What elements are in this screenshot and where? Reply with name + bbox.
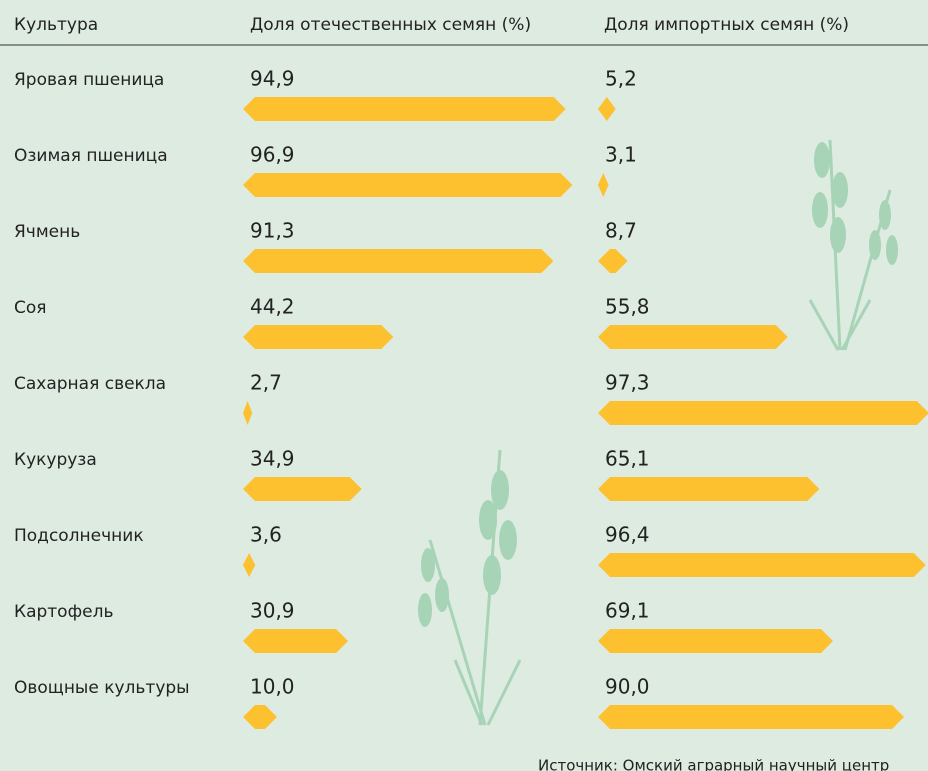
page: Культура Доля отечественных семян (%) До… xyxy=(0,0,928,771)
value-label: 55,8 xyxy=(605,295,650,319)
bar xyxy=(598,249,628,273)
value-label: 3,1 xyxy=(605,143,637,167)
category-label: Овощные культуры xyxy=(14,678,190,698)
value-label: 90,0 xyxy=(605,675,650,699)
category-label: Подсолнечник xyxy=(14,526,144,546)
value-label: 96,9 xyxy=(250,143,295,167)
source-note: Источник: Омский аграрный научный центр xyxy=(538,757,889,771)
bar xyxy=(243,629,348,653)
value-label: 96,4 xyxy=(605,523,650,547)
value-label: 3,6 xyxy=(250,523,282,547)
value-label: 10,0 xyxy=(250,675,295,699)
chart: Культура Доля отечественных семян (%) До… xyxy=(0,0,928,771)
bar xyxy=(243,705,277,729)
category-label: Озимая пшеница xyxy=(14,146,168,166)
bar xyxy=(243,477,362,501)
bar xyxy=(598,553,926,577)
column-header: Доля импортных семян (%) xyxy=(604,15,849,35)
category-label: Кукуруза xyxy=(14,450,97,470)
column-header: Доля отечественных семян (%) xyxy=(250,15,531,35)
bar xyxy=(243,401,252,425)
bar xyxy=(243,553,255,577)
value-label: 91,3 xyxy=(250,219,295,243)
bar xyxy=(598,401,928,425)
value-label: 94,9 xyxy=(250,67,295,91)
value-label: 5,2 xyxy=(605,67,637,91)
bar xyxy=(598,173,609,197)
bar xyxy=(598,477,819,501)
category-label: Сахарная свекла xyxy=(14,374,166,394)
bar xyxy=(243,325,393,349)
value-label: 97,3 xyxy=(605,371,650,395)
bar xyxy=(243,249,553,273)
value-label: 44,2 xyxy=(250,295,295,319)
bar xyxy=(598,629,833,653)
value-label: 69,1 xyxy=(605,599,650,623)
value-label: 65,1 xyxy=(605,447,650,471)
bar xyxy=(243,97,566,121)
bar xyxy=(598,705,904,729)
column-header: Культура xyxy=(14,15,98,35)
category-label: Яровая пшеница xyxy=(14,70,164,90)
value-label: 34,9 xyxy=(250,447,295,471)
category-label: Соя xyxy=(14,298,47,318)
value-label: 8,7 xyxy=(605,219,637,243)
category-label: Картофель xyxy=(14,602,113,622)
bar xyxy=(598,97,616,121)
category-label: Ячмень xyxy=(14,222,80,242)
bar xyxy=(598,325,788,349)
value-label: 30,9 xyxy=(250,599,295,623)
value-label: 2,7 xyxy=(250,371,282,395)
bar xyxy=(243,173,572,197)
